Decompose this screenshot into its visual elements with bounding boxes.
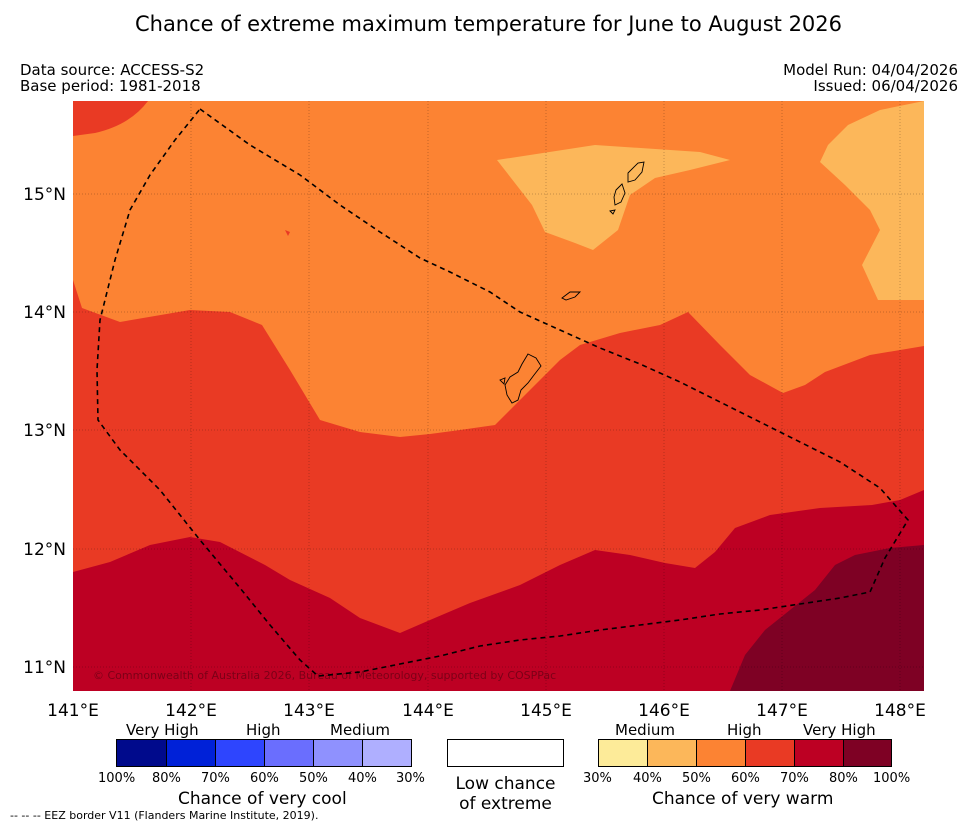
- cool-swatch: [117, 740, 167, 767]
- cool-pct: 70%: [201, 771, 230, 786]
- warm-colorbar: [598, 739, 892, 767]
- gridlines: [73, 101, 924, 691]
- lon-label: 142°E: [165, 701, 217, 721]
- issued-date: Issued: 06/04/2026: [813, 77, 958, 95]
- warm-cat-very-high: Very High: [803, 721, 876, 739]
- aguijan-island: [609, 209, 616, 215]
- data-source: Data source: ACCESS-S2: [20, 61, 205, 79]
- warm-pct: 40%: [633, 771, 662, 786]
- cool-pct: 30%: [396, 771, 425, 786]
- warm-pct: 30%: [583, 771, 612, 786]
- warm-legend-title: Chance of very warm: [652, 789, 834, 809]
- guam-island: [504, 353, 542, 404]
- warm-swatch: [844, 740, 891, 767]
- lon-label: 141°E: [47, 701, 99, 721]
- region-70-80: [73, 490, 924, 691]
- cool-pct: 50%: [299, 771, 328, 786]
- low-chance-line1: Low chance: [455, 774, 556, 794]
- cool-legend-title: Chance of very cool: [178, 789, 347, 809]
- cool-pct: 60%: [250, 771, 279, 786]
- lon-label: 148°E: [874, 701, 926, 721]
- cool-pct: 100%: [98, 771, 136, 786]
- warm-pct: 50%: [682, 771, 711, 786]
- cool-swatch: [216, 740, 265, 767]
- cool-swatch: [265, 740, 314, 767]
- model-run: Model Run: 04/04/2026: [783, 61, 958, 79]
- warm-cat-high: High: [727, 721, 762, 739]
- low-chance-swatch: [447, 739, 564, 767]
- region-40-50-north: [497, 145, 730, 250]
- map-area: [73, 101, 924, 691]
- eez-border: [96, 107, 909, 677]
- cool-cat-very-high: Very High: [126, 721, 199, 739]
- lat-label: 15°N: [23, 185, 66, 205]
- lon-label: 143°E: [283, 701, 335, 721]
- lat-label: 12°N: [23, 540, 66, 560]
- base-period: Base period: 1981-2018: [20, 77, 201, 95]
- warm-swatch: [795, 740, 844, 767]
- copyright-text: © Commonwealth of Australia 2026, Bureau…: [93, 669, 556, 682]
- warm-swatch: [599, 740, 648, 767]
- lat-label: 13°N: [23, 421, 66, 441]
- lon-label: 146°E: [638, 701, 690, 721]
- lat-axis: 15°N 14°N 13°N 12°N 11°N: [23, 185, 66, 678]
- islands: [499, 161, 645, 404]
- cool-swatch: [314, 740, 363, 767]
- region-60-70-spot: [285, 230, 290, 236]
- region-60-70-corner: [73, 101, 148, 136]
- lat-label: 11°N: [23, 658, 66, 678]
- warm-pct: 80%: [829, 771, 858, 786]
- footnote: -- -- -- EEZ border V11 (Flanders Marine…: [10, 809, 319, 822]
- lat-label: 14°N: [23, 303, 66, 323]
- warm-swatch: [746, 740, 795, 767]
- rota-island: [561, 291, 582, 301]
- cool-cat-medium: Medium: [330, 721, 390, 739]
- guam-islet: [499, 377, 506, 385]
- cool-pct: 40%: [348, 771, 377, 786]
- cool-colorbar: [116, 739, 412, 767]
- warm-swatch: [697, 740, 746, 767]
- lon-axis: 141°E 142°E 143°E 144°E 145°E 146°E 147°…: [47, 701, 926, 721]
- tinian-island: [613, 183, 626, 206]
- lon-label: 147°E: [756, 701, 808, 721]
- page-title: Chance of extreme maximum temperature fo…: [134, 12, 843, 36]
- warm-pct: 100%: [873, 771, 911, 786]
- low-chance-line2: of extreme: [459, 794, 552, 814]
- lon-label: 145°E: [520, 701, 572, 721]
- cool-pct: 80%: [152, 771, 181, 786]
- region-40-50-east: [820, 101, 924, 300]
- warm-pct: 60%: [731, 771, 760, 786]
- saipan-island: [627, 161, 645, 183]
- warm-pct: 70%: [780, 771, 809, 786]
- cool-cat-high: High: [246, 721, 281, 739]
- cool-swatch: [363, 740, 411, 767]
- lon-label: 144°E: [402, 701, 454, 721]
- warm-cat-medium: Medium: [615, 721, 675, 739]
- warm-swatch: [648, 740, 697, 767]
- cool-swatch: [167, 740, 216, 767]
